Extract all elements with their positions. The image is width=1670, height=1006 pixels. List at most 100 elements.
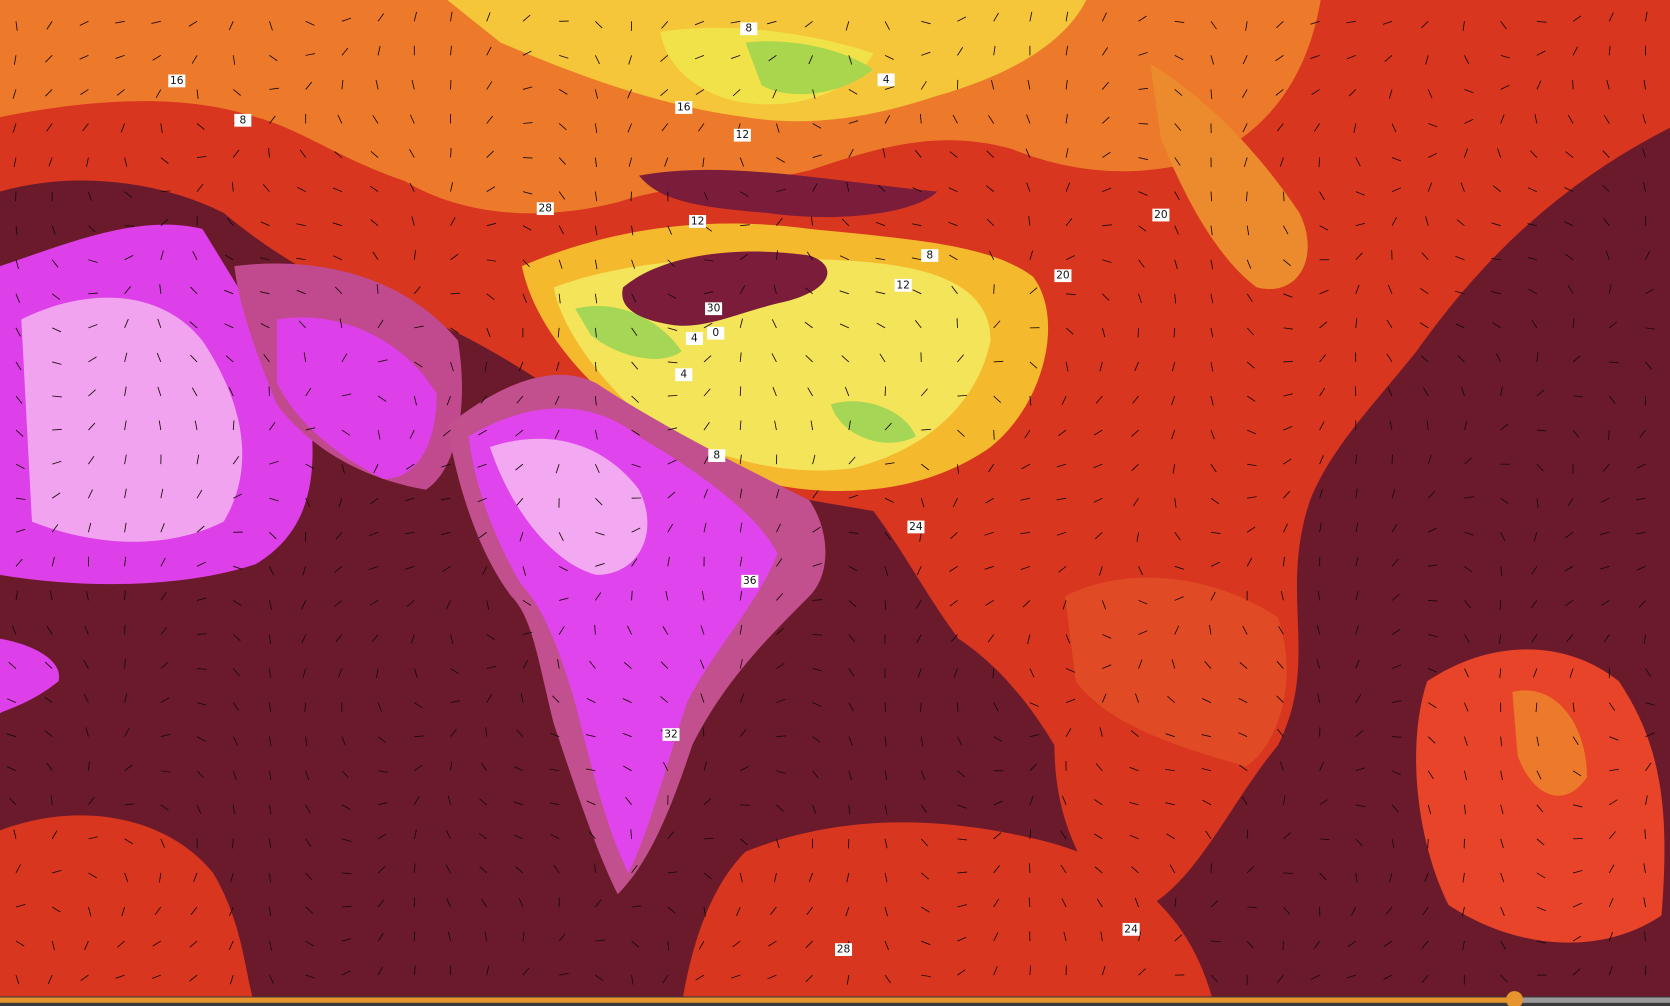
timeline-progress <box>0 997 1515 1003</box>
wind-arrow <box>1428 634 1438 638</box>
wind-arrow <box>1391 123 1397 133</box>
wind-arrow <box>1095 531 1103 540</box>
wind-arrow <box>1491 291 1501 295</box>
wind-arrow <box>376 284 379 294</box>
hot-basin <box>639 169 938 218</box>
wind-arrow <box>232 838 234 849</box>
wind-arrow <box>160 592 167 601</box>
wind-arrow <box>445 600 451 610</box>
wind-arrow <box>1204 661 1212 669</box>
wind-arrow <box>88 324 98 329</box>
wind-arrow <box>196 489 203 499</box>
wind-arrow <box>450 327 459 334</box>
wind-arrow <box>232 668 240 677</box>
wind-arrow <box>1022 600 1031 608</box>
wind-arrow <box>1645 795 1648 805</box>
wind-arrow <box>812 454 816 465</box>
wind-arrow <box>948 254 958 261</box>
extreme-heat <box>0 638 60 714</box>
wind-arrow <box>948 221 958 227</box>
contour-label: 36 <box>743 574 757 587</box>
wind-arrow <box>916 634 922 644</box>
wind-arrow <box>1572 770 1582 777</box>
wind-arrow <box>447 931 451 942</box>
wind-arrow <box>1165 733 1175 738</box>
contour-label: 24 <box>1124 922 1138 935</box>
wind-arrow <box>985 497 994 504</box>
wind-arrow <box>1564 187 1574 193</box>
wind-arrow <box>736 906 741 916</box>
wind-arrow <box>1174 498 1177 508</box>
wind-arrow <box>957 936 967 942</box>
wind-arrow <box>486 81 493 90</box>
wind-arrow <box>1138 15 1147 22</box>
wind-arrow <box>1428 123 1438 128</box>
wind-arrow <box>848 420 851 431</box>
wind-arrow <box>552 695 560 703</box>
wind-arrow <box>196 183 204 192</box>
wind-arrow <box>370 497 379 505</box>
wind-arrow <box>1606 80 1610 90</box>
wind-arrow <box>1238 732 1248 738</box>
wind-arrow <box>196 597 207 601</box>
timeline-handle[interactable] <box>1505 991 1524 1006</box>
wind-arrow <box>1464 496 1474 499</box>
wind-arrow <box>1609 321 1618 329</box>
wind-arrow <box>694 54 705 60</box>
wind-arrow <box>230 872 234 883</box>
wind-arrow <box>739 590 743 601</box>
wind-arrow <box>1500 736 1503 747</box>
wind-arrow <box>557 658 560 669</box>
label-box <box>705 302 723 316</box>
wind-arrow <box>695 974 705 981</box>
wind-arrow <box>1355 729 1364 737</box>
wind-arrow <box>1317 693 1321 703</box>
wind-arrow <box>554 395 560 405</box>
wind-arrow <box>558 626 565 635</box>
wind-arrow <box>1565 253 1574 261</box>
wind-arrow <box>739 157 745 167</box>
wind-arrow <box>884 940 889 951</box>
wind-arrow <box>1355 222 1366 227</box>
wind-arrow <box>522 86 533 90</box>
wind-arrow <box>559 54 569 59</box>
wind-arrow <box>660 696 669 703</box>
wind-arrow <box>115 20 125 24</box>
wind-arrow <box>846 182 850 192</box>
contour-label: 8 <box>239 113 246 126</box>
wind-arrow <box>1246 191 1248 202</box>
wind-arrow <box>768 55 777 62</box>
wind-arrow <box>1531 566 1538 575</box>
wind-arrow <box>87 906 92 917</box>
wind-arrow <box>414 764 423 772</box>
wind-arrow <box>1099 361 1103 372</box>
wind-arrow <box>1389 420 1393 431</box>
wind-arrow <box>594 89 599 99</box>
wind-arrow <box>772 89 777 99</box>
wind-arrow <box>1351 906 1357 916</box>
wind-arrow <box>1138 87 1149 90</box>
wind-arrow <box>1131 429 1139 437</box>
wind-arrow <box>441 463 451 468</box>
wind-arrow <box>1603 634 1610 643</box>
wind-arrow <box>196 525 205 533</box>
wind-arrow <box>1210 463 1217 473</box>
wind-arrow <box>1201 768 1212 772</box>
wind-arrow <box>88 872 97 879</box>
wind-arrow <box>1171 395 1176 406</box>
wind-arrow <box>662 974 669 984</box>
wind-arrow <box>305 838 312 847</box>
wind-arrow <box>411 79 415 90</box>
wind-arrow <box>1210 863 1212 873</box>
wind-arrow <box>1382 20 1393 25</box>
wind-arrow <box>1096 898 1103 908</box>
wind-arrow <box>413 395 417 406</box>
wind-arrow <box>1138 123 1149 125</box>
wind-arrow <box>269 634 271 644</box>
wind-arrow <box>1391 838 1395 849</box>
wind-arrow <box>1094 799 1103 806</box>
wind-arrow <box>1500 497 1509 505</box>
wind-arrow <box>377 319 384 329</box>
wind-arrow <box>1314 123 1320 132</box>
wind-arrow <box>1608 965 1613 976</box>
